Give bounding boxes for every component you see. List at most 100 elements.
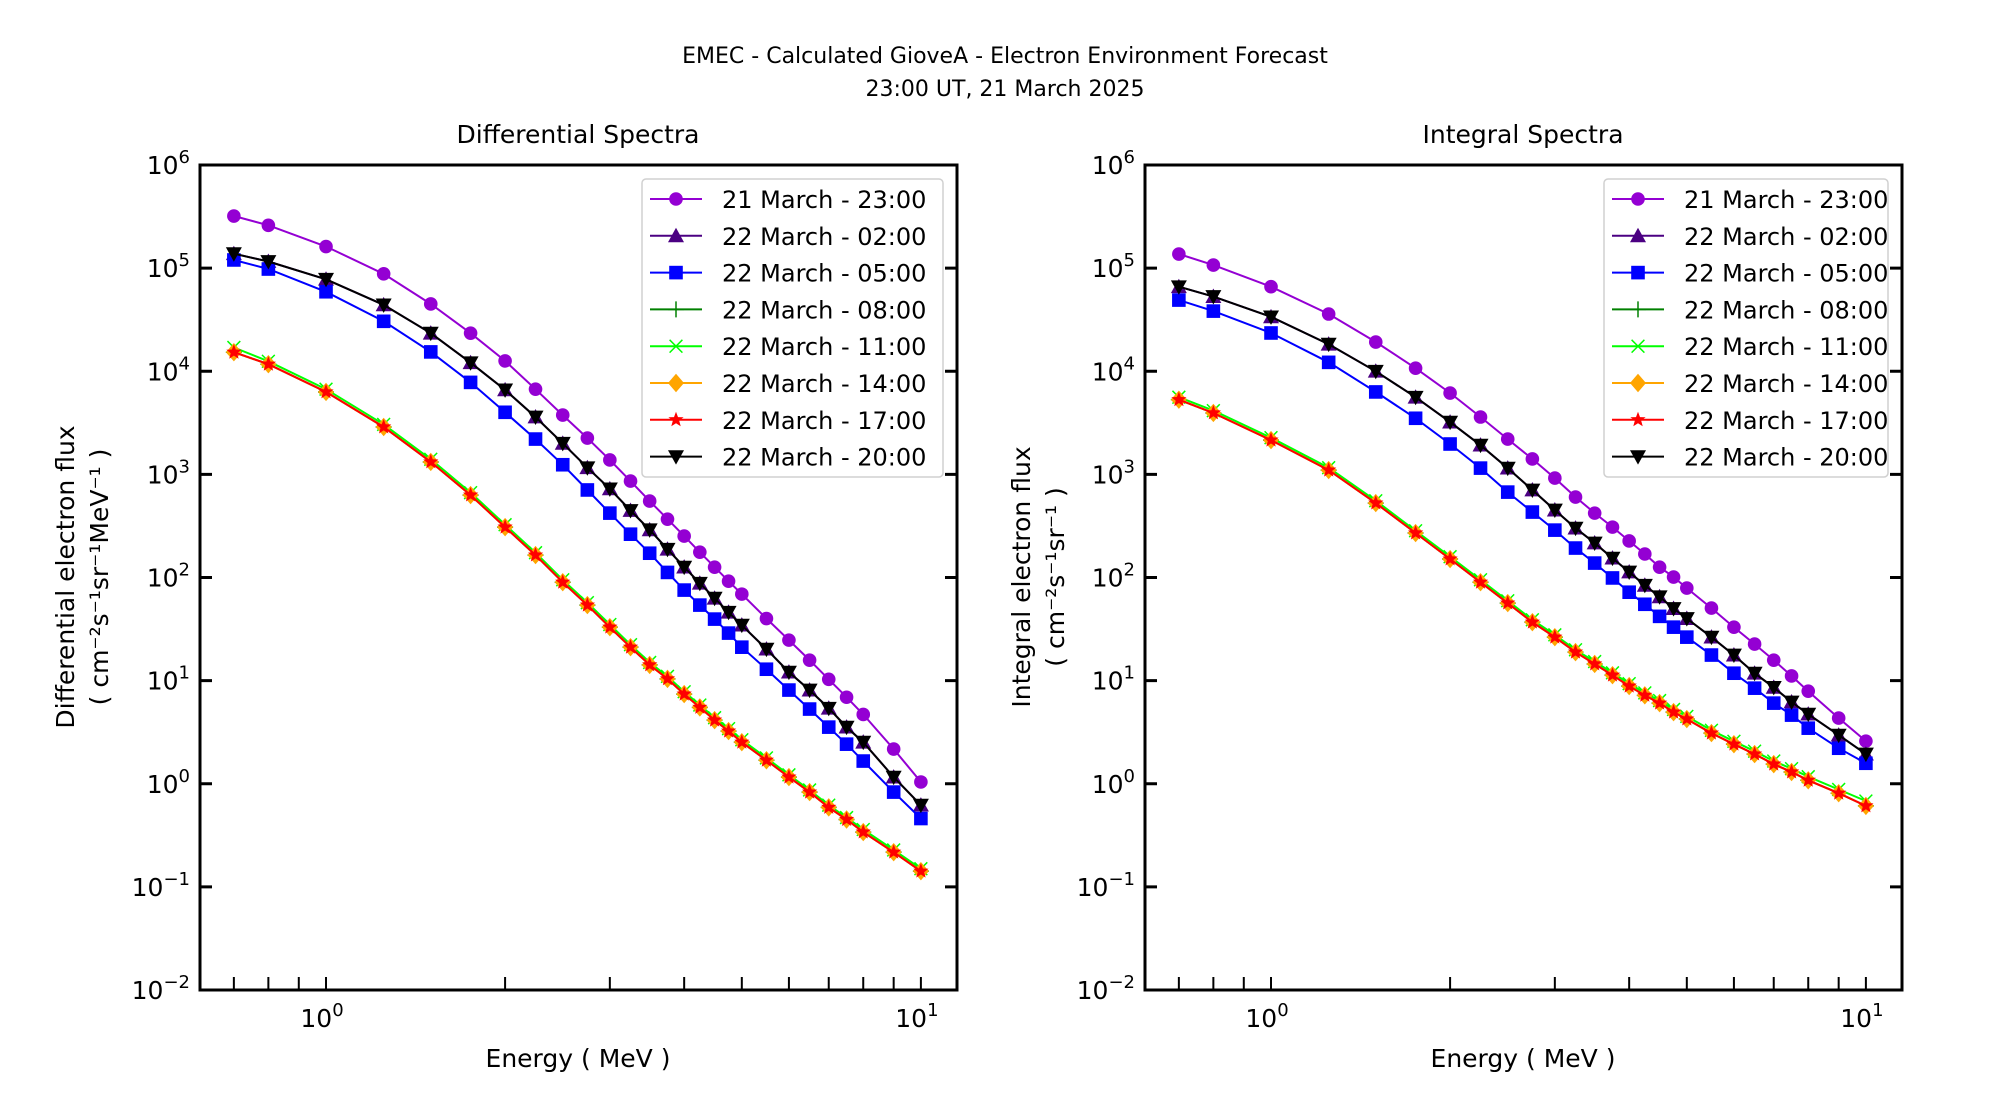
integral-series-group (1170, 247, 1874, 816)
integral-point-21-march-23-00-24 (1801, 684, 1816, 698)
integral-x-axis-label: Energy ( MeV ) (1431, 1044, 1616, 1073)
differential-point-22-march-20-00-18 (733, 618, 750, 634)
integral-point-22-march-17-00-10 (1547, 629, 1563, 644)
integral-y-axis-label-line1: Integral electron flux (1007, 446, 1036, 707)
differential-legend-marker-circle-icon (669, 192, 683, 206)
differential-legend-item-22-march-11-00: 22 March - 11:00 (650, 333, 926, 361)
integral-point-22-march-17-00-12 (1587, 656, 1603, 671)
differential-point-22-march-17-00-26 (913, 863, 929, 878)
integral-point-21-march-23-00-14 (1622, 534, 1636, 548)
differential-y-tick-label: 10−1 (132, 869, 190, 902)
differential-point-22-march-17-00-14 (676, 686, 692, 701)
differential-y-tick-label: 105 (147, 250, 190, 283)
integral-point-22-march-17-00-7 (1472, 574, 1489, 589)
differential-point-22-march-20-00-21 (801, 683, 818, 699)
integral-point-22-march-05-00-20 (1727, 666, 1741, 681)
integral-point-22-march-20-00-23 (1783, 695, 1800, 711)
differential-legend: 21 March - 23:00 22 March - 02:00 22 March… (641, 178, 944, 478)
integral-legend: 21 March - 23:00 22 March - 02:00 22 March… (1603, 178, 1889, 478)
integral-point-21-march-23-00-10 (1548, 471, 1562, 485)
integral-point-22-march-20-00-16 (1651, 590, 1668, 605)
differential-point-22-march-05-00-15 (693, 598, 707, 612)
integral-point-22-march-05-00-8 (1500, 485, 1515, 499)
integral-point-22-march-20-00-17 (1665, 602, 1682, 617)
differential-legend-label: 21 March - 23:00 (722, 186, 926, 214)
differential-point-22-march-20-00-6 (497, 383, 514, 398)
differential-point-22-march-05-00-24 (856, 754, 871, 768)
integral-point-21-march-23-00-15 (1638, 547, 1652, 561)
differential-spectra-panel: Differential Spectra Energy ( MeV ) Diff… (51, 120, 959, 1073)
integral-y-tick-label: 10−1 (1077, 869, 1135, 902)
integral-point-22-march-17-00-1 (1205, 405, 1221, 420)
differential-y-tick-label: 102 (147, 560, 190, 593)
differential-y-tick-label: 10−2 (132, 972, 190, 1005)
differential-point-21-march-23-00-12 (642, 494, 657, 508)
integral-point-22-march-17-00-6 (1442, 551, 1458, 566)
differential-point-22-march-17-00-0 (226, 344, 242, 359)
differential-point-22-march-05-00-12 (642, 546, 657, 561)
differential-point-21-march-23-00-3 (376, 267, 391, 281)
differential-point-22-march-17-00-23 (839, 811, 855, 826)
integral-point-22-march-05-00-1 (1206, 304, 1221, 318)
integral-point-22-march-20-00-26 (1857, 747, 1874, 763)
integral-y-tick-label: 103 (1092, 456, 1135, 489)
integral-point-21-march-23-00-21 (1747, 637, 1762, 651)
integral-point-22-march-17-00-16 (1652, 695, 1668, 710)
integral-point-21-march-23-00-25 (1831, 711, 1846, 725)
integral-point-22-march-05-00-25 (1831, 741, 1846, 756)
differential-point-22-march-05-00-10 (603, 506, 617, 520)
differential-point-22-march-05-00-4 (423, 345, 438, 359)
differential-legend-label: 22 March - 05:00 (722, 260, 926, 288)
differential-legend-item-22-march-17-00: 22 March - 17:00 (650, 407, 926, 435)
integral-point-22-march-05-00-17 (1666, 620, 1681, 634)
integral-point-21-march-23-00-22 (1766, 653, 1781, 667)
integral-point-22-march-05-00-7 (1473, 461, 1488, 475)
differential-y-tick-label: 106 (147, 147, 190, 180)
integral-point-22-march-20-00-1 (1205, 290, 1222, 305)
integral-point-21-march-23-00-12 (1587, 506, 1602, 520)
differential-point-21-march-23-00-17 (721, 574, 736, 589)
differential-x-tick-label: 100 (300, 1000, 343, 1033)
integral-point-22-march-05-00-24 (1801, 721, 1816, 735)
differential-legend-box (641, 178, 944, 478)
integral-point-22-march-17-00-15 (1637, 687, 1653, 702)
differential-point-21-march-23-00-10 (603, 453, 617, 467)
integral-y-tick-label: 100 (1092, 766, 1135, 799)
integral-point-22-march-20-00-6 (1442, 415, 1459, 431)
integral-legend-item-22-march-08-00: 22 March - 08:00 (1612, 296, 1888, 324)
differential-chart-title: Differential Spectra (457, 120, 700, 149)
differential-point-21-march-23-00-19 (759, 611, 774, 626)
integral-point-22-march-17-00-14 (1621, 678, 1637, 693)
differential-point-22-march-20-00-0 (225, 247, 242, 262)
differential-point-21-march-23-00-20 (782, 633, 796, 647)
integral-point-21-march-23-00-18 (1680, 581, 1694, 595)
integral-point-21-march-23-00-26 (1859, 734, 1873, 748)
integral-legend-marker-square-icon (1631, 265, 1645, 280)
differential-legend-marker-triangle-down-icon (668, 450, 684, 465)
differential-point-22-march-20-00-24 (855, 735, 872, 751)
integral-point-22-march-20-00-9 (1524, 483, 1541, 499)
differential-legend-item-22-march-08-00: 22 March - 08:00 (650, 296, 926, 324)
differential-y-axis-label-line2: ( cm⁻²s⁻¹sr⁻¹MeV⁻¹ ) (85, 449, 114, 706)
differential-point-22-march-20-00-8 (554, 436, 571, 452)
integral-y-tick-label: 101 (1092, 663, 1135, 696)
differential-point-22-march-05-00-22 (821, 720, 836, 734)
differential-point-21-march-23-00-15 (693, 545, 707, 559)
differential-point-22-march-05-00-8 (555, 457, 570, 472)
differential-x-axis-label: Energy ( MeV ) (486, 1044, 671, 1073)
integral-point-22-march-05-00-23 (1784, 708, 1799, 722)
differential-point-22-march-17-00-16 (707, 712, 723, 727)
differential-point-21-march-23-00-16 (707, 560, 722, 574)
integral-legend-label: 22 March - 20:00 (1684, 444, 1888, 472)
differential-legend-marker-star-icon (668, 411, 684, 427)
integral-legend-label: 21 March - 23:00 (1684, 186, 1888, 214)
differential-point-22-march-20-00-14 (676, 560, 693, 576)
integral-legend-box (1603, 178, 1889, 478)
differential-point-21-march-23-00-2 (319, 239, 333, 254)
differential-point-22-march-17-00-10 (602, 619, 618, 634)
differential-point-21-march-23-00-4 (423, 297, 438, 311)
differential-point-22-march-17-00-12 (642, 656, 658, 672)
differential-legend-item-22-march-05-00: 22 March - 05:00 (650, 260, 926, 288)
integral-point-22-march-05-00-6 (1443, 437, 1457, 451)
differential-point-22-march-20-00-16 (706, 591, 723, 607)
